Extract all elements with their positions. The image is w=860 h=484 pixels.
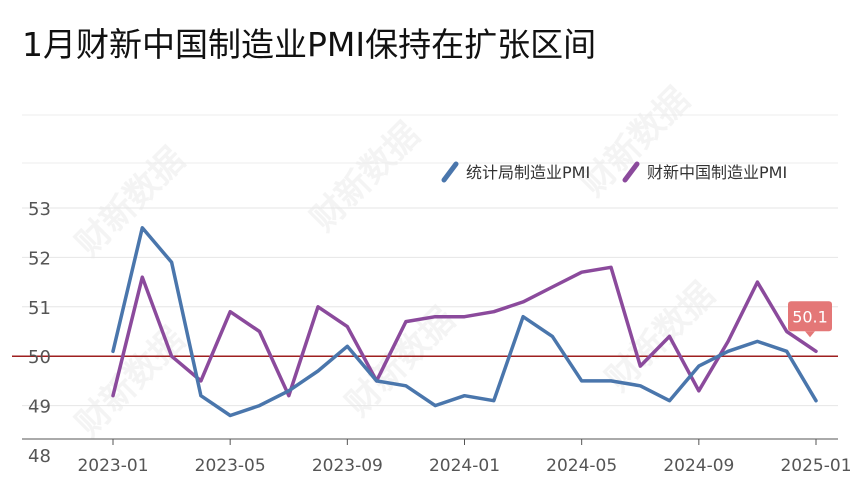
legend-marker bbox=[441, 161, 459, 183]
legend: 统计局制造业PMI 财新中国制造业PMI bbox=[441, 161, 787, 183]
x-tick-label: 2023-05 bbox=[195, 456, 266, 476]
x-tick-label: 2024-09 bbox=[663, 456, 734, 476]
callout-value: 50.1 bbox=[792, 307, 828, 326]
x-tick-label: 2023-09 bbox=[312, 456, 383, 476]
x-tick-label: 2023-01 bbox=[77, 456, 148, 476]
x-axis: 2023-01 2023-05 2023-09 2024-01 2024-05 2024-… bbox=[22, 438, 852, 476]
legend-marker bbox=[622, 161, 640, 183]
y-tick-label: 51 bbox=[28, 298, 51, 319]
y-axis: 48 49 50 51 52 53 bbox=[28, 199, 51, 467]
legend-item-caixin-pmi: 财新中国制造业PMI bbox=[622, 161, 787, 183]
y-tick-label: 48 bbox=[28, 446, 51, 467]
y-tick-label: 52 bbox=[28, 248, 51, 269]
y-tick-label: 50 bbox=[28, 347, 51, 368]
legend-label: 财新中国制造业PMI bbox=[647, 163, 787, 182]
x-tick-label: 2025-01 bbox=[780, 456, 851, 476]
series-line-nbs-pmi bbox=[111, 226, 818, 418]
end-value-callout: 50.1 bbox=[788, 301, 832, 338]
top-rule bbox=[0, 0, 860, 4]
grid-lines bbox=[12, 114, 838, 407]
callout-pointer bbox=[805, 331, 815, 338]
end-label: 50.1 bbox=[788, 301, 832, 338]
y-tick-label: 53 bbox=[28, 199, 51, 220]
callout-box bbox=[788, 301, 832, 332]
x-tick-label: 2024-05 bbox=[546, 456, 617, 476]
series-lines bbox=[111, 226, 818, 418]
series-line-caixin-pmi bbox=[111, 265, 818, 398]
chart-title: 1月财新中国制造业PMI保持在扩张区间 bbox=[22, 25, 597, 64]
x-tick-label: 2024-01 bbox=[429, 456, 500, 476]
y-tick-label: 49 bbox=[28, 397, 51, 418]
legend-item-nbs-pmi: 统计局制造业PMI bbox=[441, 161, 590, 183]
legend-label: 统计局制造业PMI bbox=[466, 163, 590, 182]
